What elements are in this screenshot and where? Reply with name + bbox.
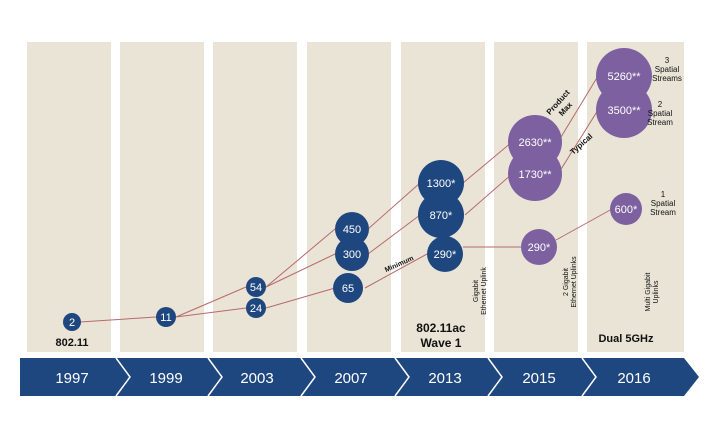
year-timeline-bar: 1997 1999 2003 2007 2013 2015 2016	[20, 357, 699, 397]
ss2-number: 2	[658, 100, 663, 109]
bubble-65: 65	[333, 273, 363, 303]
bubble-450: 450	[335, 212, 369, 246]
ss1-spatial: Spatial	[651, 199, 676, 208]
connector-line	[265, 253, 336, 288]
year-1997: 1997	[55, 370, 88, 387]
annotation-2-gigabit-uplinks: 2 Gigabit Ethernet Uplinks	[563, 256, 578, 308]
connector-line	[557, 109, 599, 175]
label-wave-1: Wave 1	[421, 336, 462, 350]
bubble-600: 600*	[610, 193, 642, 225]
year-2015: 2015	[522, 370, 555, 387]
year-2016: 2016	[617, 370, 650, 387]
connector-line	[265, 228, 336, 288]
bubble-1730: 1730**	[508, 147, 562, 201]
bubble-1300: 1300*	[418, 160, 464, 206]
bubble-label: 870*	[430, 210, 453, 222]
connector-line	[79, 316, 157, 323]
bubble-label: 65	[342, 283, 354, 295]
column-1997	[27, 42, 111, 352]
connector-line	[367, 214, 421, 255]
bubble-label: 300	[343, 249, 361, 261]
year-2007: 2007	[334, 370, 367, 387]
year-2003: 2003	[240, 370, 273, 387]
label-dual-5ghz: Dual 5GHz	[598, 333, 654, 345]
ss3-number: 3	[665, 56, 670, 65]
bubble-label: 1730**	[518, 169, 552, 181]
bubble-label: 290*	[434, 249, 457, 261]
label-802-11ac: 802.11ac	[416, 321, 466, 335]
connector-line	[175, 307, 247, 318]
connector-line	[464, 173, 513, 216]
ss2-spatial: Spatial	[648, 109, 673, 118]
ss3-spatial: Spatial	[655, 65, 680, 74]
two-gigabit-label: 2 Gigabit	[563, 268, 570, 296]
bubble-3500: 3500**	[596, 82, 652, 138]
year-divider	[487, 357, 503, 397]
connector-line	[364, 253, 428, 289]
ss3-streams: Streams	[652, 74, 682, 83]
bubble-54: 54	[246, 277, 266, 297]
bubble-label: 2630**	[518, 137, 552, 149]
bubble-label: 5260**	[607, 71, 641, 83]
annotation-2-spatial-stream: 2 Spatial Stream	[647, 100, 673, 127]
ethernet-uplinks-label: Ethernet Uplinks	[571, 256, 578, 308]
bubble-11: 11	[156, 307, 176, 327]
label-802-11: 802.11	[55, 337, 88, 349]
bubble-label: 24	[250, 303, 262, 315]
connector-line	[367, 182, 421, 230]
annotation-gigabit-uplink: Gigabit Ethernet Uplink	[473, 267, 488, 315]
ss2-stream: Stream	[647, 118, 673, 127]
annotation-multi-gigabit: Multi Gigabit Uplinks	[645, 272, 660, 311]
column-1999	[120, 42, 204, 352]
bubble-label: 2	[69, 317, 75, 329]
bubble-290-2015: 290*	[521, 229, 557, 265]
bubble-label: 1300*	[427, 178, 456, 190]
bubble-300: 300	[335, 237, 369, 271]
year-divider	[300, 357, 316, 397]
ss1-number: 1	[661, 190, 666, 199]
connector-line	[265, 287, 336, 309]
year-divider	[394, 357, 410, 397]
bubble-label: 3500**	[607, 105, 641, 117]
uplinks-label: Uplinks	[653, 280, 660, 303]
bubble-label: 600*	[615, 204, 638, 216]
ss1-stream: Stream	[650, 208, 676, 217]
bubble-24: 24	[246, 298, 266, 318]
connector-lines	[79, 75, 613, 323]
bubble-label: 54	[250, 282, 262, 294]
year-2013: 2013	[428, 370, 461, 387]
connector-line	[462, 141, 513, 184]
gigabit-label: Gigabit	[473, 280, 480, 302]
column-backgrounds	[27, 42, 684, 352]
bubble-290-2013: 290*	[427, 236, 463, 272]
connector-line	[557, 75, 599, 143]
column-2007	[307, 42, 391, 352]
bubble-2: 2	[63, 313, 81, 331]
bubble-label: 11	[160, 312, 171, 324]
annotation-3-spatial-streams: 3 Spatial Streams	[652, 56, 682, 83]
connector-line	[555, 208, 613, 241]
ethernet-uplink-label: Ethernet Uplink	[481, 267, 488, 315]
annotation-1-spatial-stream: 1 Spatial Stream	[650, 190, 676, 217]
year-divider	[581, 357, 597, 397]
multi-gigabit-label: Multi Gigabit	[645, 272, 652, 311]
connector-line	[175, 286, 247, 318]
bubbles: 2 11 54 24 450 300 65 1300*	[63, 48, 652, 331]
year-divider	[207, 357, 223, 397]
bubble-label: 450	[343, 224, 361, 236]
year-divider	[115, 357, 131, 397]
year-bar-shape	[20, 358, 699, 396]
bubble-870: 870*	[418, 192, 464, 238]
year-1999: 1999	[149, 370, 182, 387]
bubble-label: 290*	[528, 242, 551, 254]
